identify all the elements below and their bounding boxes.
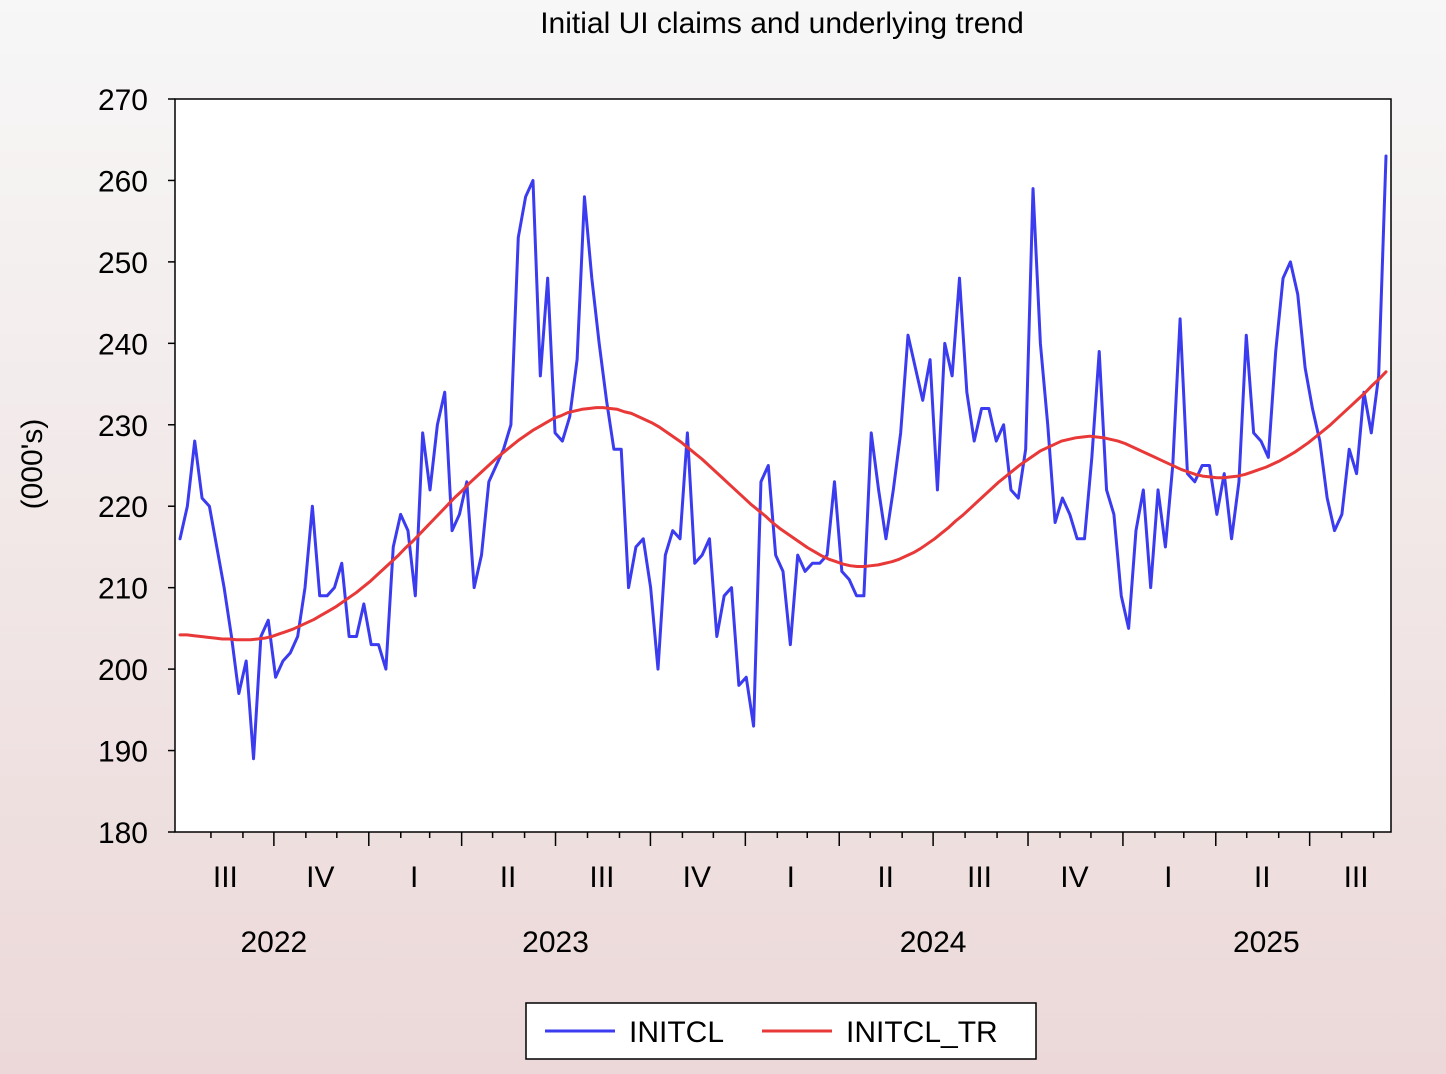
series-line-initcl xyxy=(178,154,1388,761)
x-quarter-label: I xyxy=(410,861,418,894)
y-axis: 180 190 200 210 220 230 240 250 260 270 xyxy=(98,84,175,850)
x-quarter-label: III xyxy=(967,861,992,894)
y-tick-label: 250 xyxy=(98,247,148,280)
y-tick-label: 240 xyxy=(98,328,148,361)
y-tick-label: 200 xyxy=(98,654,148,687)
y-tick-label: 190 xyxy=(98,736,148,769)
y-tick-label: 260 xyxy=(98,165,148,198)
x-quarter-label: IV xyxy=(1060,861,1088,894)
x-year-label: 2025 xyxy=(1233,926,1300,959)
x-year-label: 2024 xyxy=(900,926,967,959)
y-tick-label: 220 xyxy=(98,491,148,524)
x-quarter-label: III xyxy=(589,861,614,894)
series-line-initcl-tr xyxy=(178,370,1388,642)
x-quarter-label: IV xyxy=(683,861,711,894)
y-tick-label: 230 xyxy=(98,410,148,443)
x-quarter-label: III xyxy=(1344,861,1369,894)
x-quarter-label: I xyxy=(787,861,795,894)
y-tick-label: 180 xyxy=(98,817,148,850)
x-quarter-label: IV xyxy=(306,861,334,894)
x-quarter-label: II xyxy=(877,861,894,894)
legend: INITCL INITCL_TR xyxy=(525,1002,1037,1060)
legend-label-initcl-tr: INITCL_TR xyxy=(846,1016,998,1049)
y-tick-label: 270 xyxy=(98,84,148,117)
x-year-label: 2023 xyxy=(522,926,589,959)
x-year-label: 2022 xyxy=(241,926,308,959)
series-layer xyxy=(178,154,1388,761)
x-quarter-label: I xyxy=(1164,861,1172,894)
legend-label-initcl: INITCL xyxy=(629,1016,724,1049)
y-axis-label: (000's) xyxy=(16,419,49,510)
chart-title: Initial UI claims and underlying trend xyxy=(540,7,1024,40)
x-quarter-label: II xyxy=(500,861,517,894)
x-quarter-label: III xyxy=(213,861,238,894)
x-quarter-label: II xyxy=(1254,861,1271,894)
y-tick-label: 210 xyxy=(98,573,148,606)
